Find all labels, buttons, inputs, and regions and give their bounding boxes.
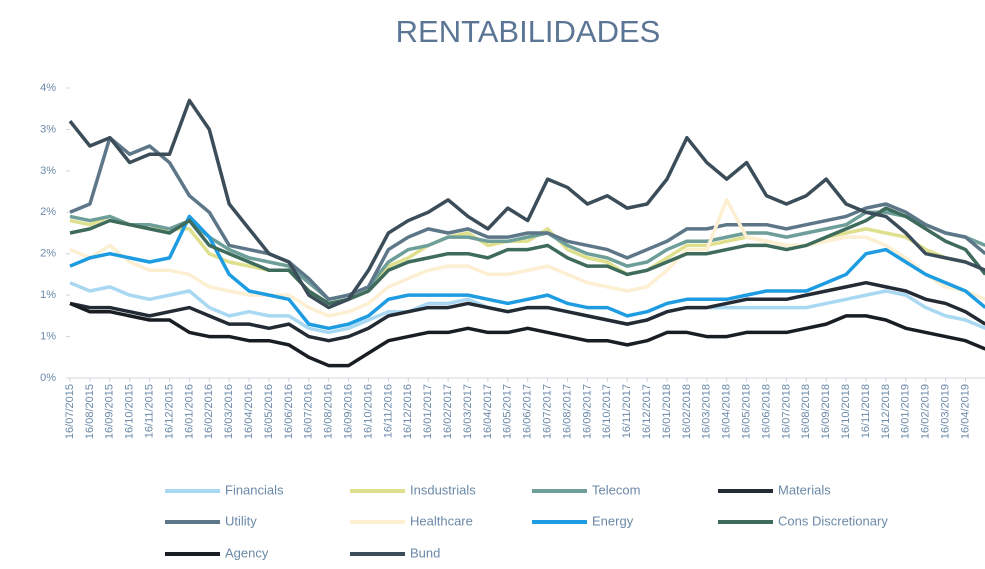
legend-label: Telecom [592, 482, 640, 497]
x-tick-label: 16/01/2016 [183, 384, 195, 439]
x-tick-label: 16/06/2016 [283, 384, 295, 439]
x-tick-label: 16/04/2016 [243, 384, 255, 439]
x-tick-label: 16/04/2019 [959, 384, 971, 439]
x-tick-label: 16/03/2016 [223, 384, 235, 439]
y-tick-label: 1% [40, 330, 56, 342]
legend-label: Agency [225, 545, 269, 560]
legend-label: Healthcare [410, 513, 473, 528]
x-tick-label: 16/07/2015 [64, 384, 76, 439]
y-tick-label: 1% [40, 289, 56, 301]
x-tick-label: 16/09/2017 [581, 384, 593, 439]
x-tick-label: 16/08/2018 [800, 384, 812, 439]
x-tick-label: 16/10/2016 [362, 384, 374, 439]
x-tick-label: 16/08/2016 [323, 384, 335, 439]
series-line [69, 280, 985, 343]
y-tick-label: 2% [40, 206, 56, 218]
legend-label: Materials [778, 482, 831, 497]
x-tick-label: 16/12/2018 [880, 384, 892, 439]
x-tick-label: 16/07/2018 [780, 384, 792, 439]
y-tick-label: 0% [40, 372, 56, 384]
x-tick-label: 16/12/2017 [641, 384, 653, 439]
x-tick-label: 16/04/2018 [721, 384, 733, 439]
x-tick-label: 16/11/2016 [382, 384, 394, 438]
y-tick-label: 3% [40, 165, 56, 177]
x-tick-label: 16/09/2015 [104, 384, 116, 439]
x-tick-label: 16/11/2018 [860, 384, 872, 438]
x-tick-label: 16/05/2018 [741, 384, 753, 439]
series-line [69, 301, 985, 368]
x-tick-label: 16/01/2017 [422, 384, 434, 439]
y-tick-label: 2% [40, 248, 56, 260]
x-tick-label: 16/03/2017 [462, 384, 474, 439]
x-tick-label: 16/08/2015 [84, 384, 96, 439]
series-line [69, 214, 985, 331]
x-tick-label: 16/12/2015 [163, 384, 175, 439]
x-tick-label: 16/09/2018 [820, 384, 832, 439]
x-tick-label: 16/11/2015 [144, 384, 156, 438]
legend-label: Bund [410, 545, 440, 560]
chart-title: RENTABILIDADES [396, 14, 661, 49]
x-tick-label: 16/11/2017 [621, 384, 633, 438]
series-line [69, 206, 985, 306]
x-tick-label: 16/10/2015 [124, 384, 136, 439]
y-tick-label: 3% [40, 123, 56, 135]
series-line [69, 135, 985, 302]
y-tick-label: 4% [40, 82, 56, 94]
x-tick-label: 16/07/2017 [542, 384, 554, 439]
x-tick-label: 16/06/2018 [760, 384, 772, 439]
x-tick-label: 16/03/2019 [940, 384, 952, 439]
x-tick-label: 16/04/2017 [482, 384, 494, 439]
x-tick-label: 16/05/2017 [502, 384, 514, 439]
legend-label: Financials [225, 482, 284, 497]
series-line [68, 98, 985, 310]
x-tick-label: 16/08/2017 [561, 384, 573, 439]
x-tick-label: 16/01/2019 [900, 384, 912, 439]
x-tick-label: 16/05/2016 [263, 384, 275, 439]
x-tick-label: 16/01/2018 [661, 384, 673, 439]
legend-label: Cons Discretionary [778, 513, 888, 528]
x-tick-label: 16/09/2016 [343, 384, 355, 439]
x-tick-label: 16/02/2019 [920, 384, 932, 439]
legend-label: Energy [592, 513, 634, 528]
legend-label: Insdustrials [410, 482, 476, 497]
legend-label: Utility [225, 513, 257, 528]
x-tick-label: 16/10/2018 [840, 384, 852, 439]
x-tick-label: 16/02/2016 [203, 384, 215, 439]
x-tick-label: 16/02/2017 [442, 384, 454, 439]
x-tick-label: 16/10/2017 [601, 384, 613, 439]
x-tick-label: 16/03/2018 [701, 384, 713, 439]
series-line [69, 198, 985, 318]
x-tick-label: 16/02/2018 [681, 384, 693, 439]
x-tick-label: 16/07/2016 [303, 384, 315, 439]
x-tick-label: 16/06/2017 [522, 384, 534, 439]
x-tick-label: 16/12/2016 [402, 384, 414, 439]
series-line [69, 210, 985, 302]
